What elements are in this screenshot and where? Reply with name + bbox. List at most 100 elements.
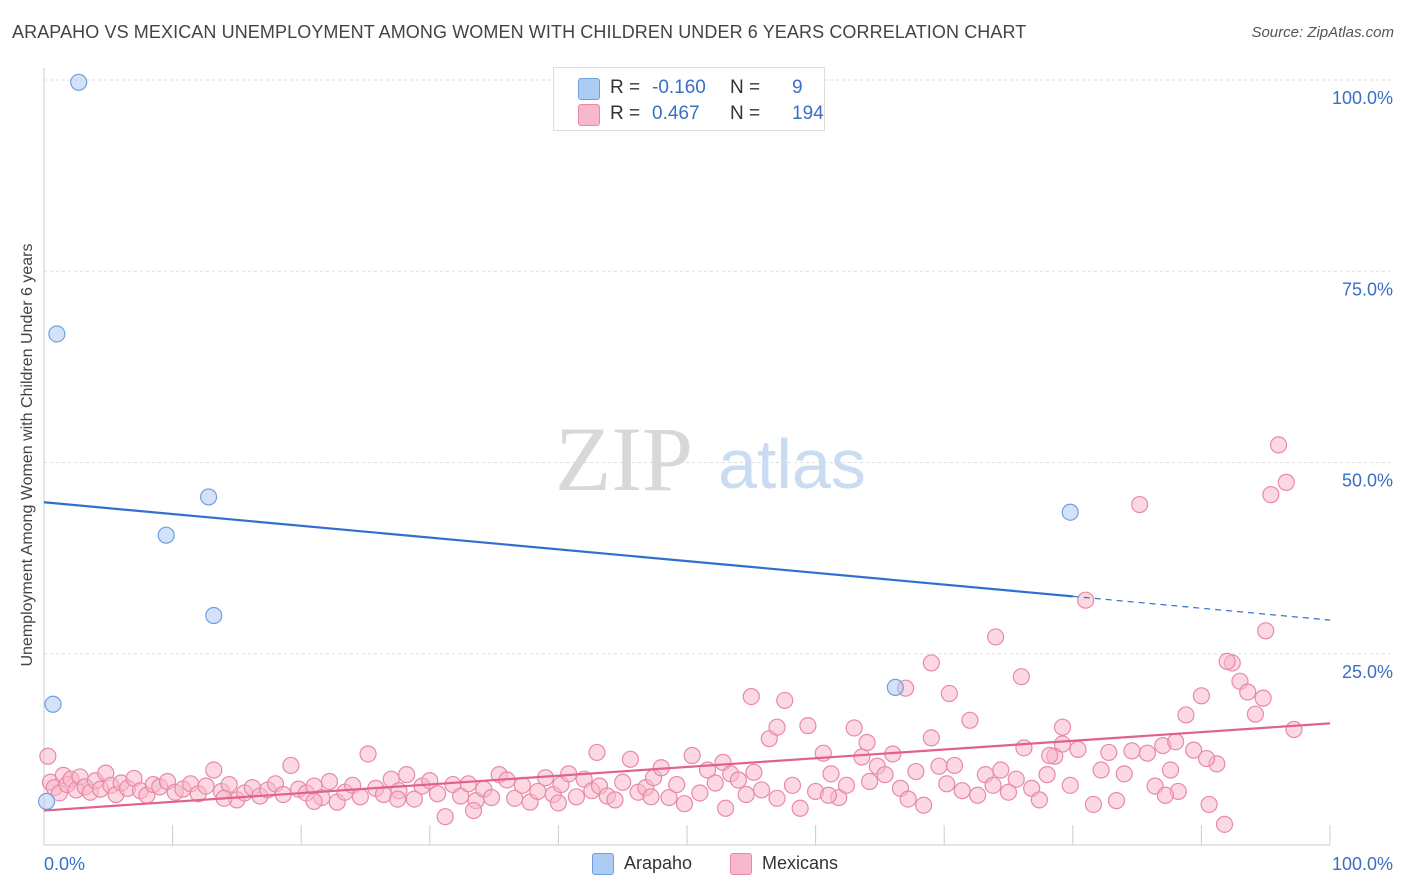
mexicans-point	[621, 750, 640, 768]
mexicans-point	[436, 808, 454, 826]
bottom-legend-swatch-arapaho	[592, 853, 614, 875]
mexicans-point	[1167, 733, 1185, 751]
mexicans-point	[987, 628, 1005, 646]
bottom-legend-label: Mexicans	[762, 853, 839, 873]
mexicans-point	[791, 799, 809, 817]
trend-lines	[43, 501, 1331, 812]
mexicans-point	[768, 718, 786, 736]
mexicans-point	[1197, 749, 1216, 768]
legend-r-label: R =	[610, 77, 641, 98]
mexicans-point	[907, 762, 925, 781]
legend-r-value: -0.160	[652, 77, 706, 98]
mexicans-point	[1254, 689, 1272, 707]
mexicans-point	[1269, 436, 1288, 454]
mexicans-point	[716, 799, 735, 817]
mexicans-point	[320, 772, 339, 791]
mexicans-point	[1115, 765, 1133, 783]
mexicans-point	[459, 775, 477, 793]
mexicans-point	[1053, 718, 1072, 736]
arapaho-point	[886, 678, 904, 697]
mexicans-trend-line	[43, 722, 1331, 812]
mexicans-point	[899, 790, 917, 808]
mexicans-point	[799, 717, 817, 735]
tick-labels: 0.0% 100.0% 100.0% 75.0% 50.0% 25.0%	[44, 88, 1393, 874]
mexicans-point	[969, 786, 987, 804]
mexicans-point	[606, 791, 624, 809]
mexicans-point	[945, 756, 964, 775]
mexicans-point	[205, 761, 223, 779]
mexicans-point	[549, 794, 568, 812]
mexicans-point	[768, 789, 786, 807]
legend-n-value: 194	[792, 103, 824, 124]
mexicans-point	[1069, 740, 1087, 758]
axes	[43, 68, 1331, 846]
legend-r-value: 0.467	[652, 103, 700, 124]
mexicans-point	[1262, 486, 1280, 504]
mexicans-point	[197, 777, 215, 795]
mexicans-point	[1177, 706, 1195, 724]
arapaho-point	[44, 695, 62, 713]
mexicans-point	[822, 765, 840, 783]
mexicans-point	[1007, 770, 1025, 788]
legend-n-value: 9	[792, 77, 803, 98]
mexicans-point	[351, 788, 369, 806]
bottom-legend-label: Arapaho	[624, 853, 693, 873]
arapaho-point	[205, 606, 223, 625]
mexicans-point	[1107, 792, 1126, 810]
mexicans-point	[853, 748, 871, 766]
mexicans-point	[1215, 815, 1234, 833]
watermark-atlas: atlas	[718, 425, 866, 503]
legend-n-label: N =	[730, 103, 761, 124]
legend-n-label: N =	[730, 77, 761, 98]
mexicans-point	[876, 766, 894, 784]
y-tick-label: 75.0%	[1342, 279, 1393, 299]
legend-swatch-mexicans	[578, 104, 600, 126]
mexicans-point	[660, 788, 678, 807]
mexicans-point	[1131, 495, 1149, 514]
mexicans-point	[691, 784, 709, 802]
mexicans-point	[930, 757, 948, 775]
mexicans-point	[1285, 720, 1303, 739]
mexicans-point	[742, 687, 760, 706]
mexicans-point	[1161, 761, 1180, 779]
mexicans-point	[39, 747, 57, 765]
arapaho-point	[37, 792, 56, 810]
watermark: ZIP atlas	[555, 408, 866, 510]
mexicans-point	[915, 796, 933, 814]
mexicans-point	[588, 743, 606, 762]
mexicans-point	[668, 775, 686, 794]
mexicans-point	[405, 790, 423, 808]
mexicans-point	[1246, 705, 1265, 723]
mexicans-point	[567, 788, 586, 806]
mexicans-point	[683, 746, 701, 765]
mexicans-point	[992, 761, 1010, 779]
arapaho-trend-line	[43, 501, 1073, 598]
grid-lines	[44, 79, 1392, 655]
mexicans-point	[845, 719, 863, 737]
mexicans-point	[938, 775, 956, 793]
mexicans-point	[428, 785, 447, 803]
arapaho-point	[157, 526, 175, 544]
mexicans-point	[783, 776, 802, 794]
mexicans-point	[776, 691, 794, 710]
bottom-legend-mexicans: Mexicans	[730, 852, 870, 876]
mexicans-point	[359, 745, 377, 763]
legend-swatch-arapaho	[578, 78, 600, 100]
legend-r-label: R =	[610, 103, 641, 124]
chart-title: ARAPAHO VS MEXICAN UNEMPLOYMENT AMONG WO…	[12, 22, 1027, 42]
mexicans-point	[1100, 743, 1118, 762]
bottom-legend-swatch-mexicans	[730, 853, 752, 875]
mexicans-point	[922, 729, 940, 747]
mexicans-point	[752, 781, 771, 799]
arapaho-point	[1061, 503, 1079, 521]
mexicans-point	[1277, 473, 1295, 491]
mexicans-point	[1077, 591, 1095, 609]
mexicans-point	[1123, 742, 1141, 760]
y-axis-label: Unemployment Among Women with Children U…	[19, 243, 36, 667]
mexicans-point	[464, 801, 483, 820]
mexicans-point	[940, 684, 958, 703]
mexicans-point	[398, 766, 416, 784]
mexicans-point	[745, 763, 763, 781]
mexicans-point	[999, 783, 1018, 801]
